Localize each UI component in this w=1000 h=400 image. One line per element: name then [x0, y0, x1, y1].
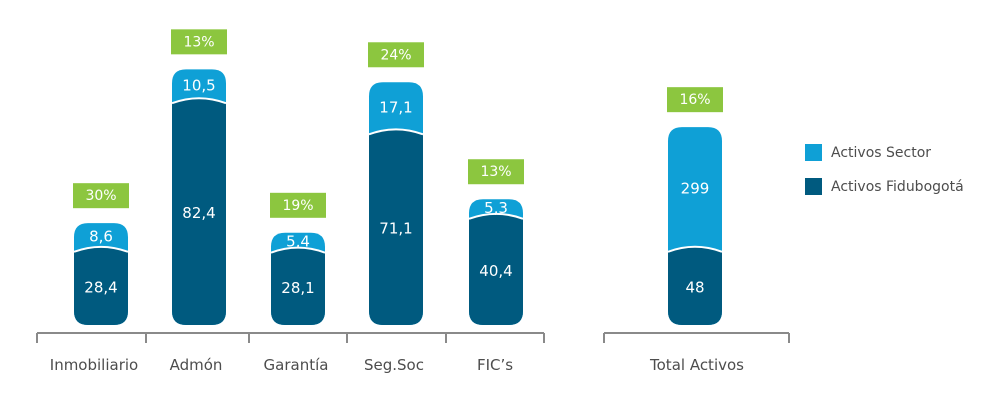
bar-fidubogota-4	[469, 213, 523, 325]
value-label-fidubogota-1: 82,4	[182, 204, 215, 222]
value-label-fidubogota-5: 48	[685, 278, 704, 296]
value-label-sector-3: 17,1	[379, 98, 412, 116]
percent-badge-1	[171, 29, 227, 55]
bar-fidubogota-3	[369, 129, 423, 325]
legend-swatch-sector	[805, 144, 822, 161]
percent-badge-3	[368, 42, 424, 68]
bar-fidubogota-2	[271, 247, 325, 325]
value-label-fidubogota-4: 40,4	[479, 262, 512, 280]
value-label-sector-5: 299	[681, 179, 710, 197]
value-label-sector-4: 5,3	[484, 199, 508, 217]
x-axis: Inmobiliario Admón Garantía Seg.Soc FIC’s Tot…	[36, 332, 790, 374]
bar-separator-3	[368, 128, 424, 136]
percent-badge-2	[270, 192, 326, 218]
category-label-5: Total Activos	[649, 356, 744, 374]
category-label-4: FIC’s	[477, 356, 513, 374]
bar-separator-4	[468, 212, 524, 220]
category-label-0: Inmobiliario	[50, 356, 138, 374]
legend-label-sector: Activos Sector	[831, 145, 931, 161]
category-label-1: Admón	[170, 356, 223, 374]
category-label-3: Seg.Soc	[364, 356, 424, 374]
legend-swatch-fidubogota	[805, 178, 822, 195]
bar-separator-5	[667, 245, 723, 253]
percent-badge-5	[667, 87, 723, 113]
percent-label-0: 30%	[85, 188, 116, 204]
percent-label-1: 13%	[183, 34, 214, 50]
value-label-sector-0: 8,6	[89, 228, 113, 246]
value-label-sector-2: 5,4	[286, 233, 310, 251]
legend-label-fidubogota: Activos Fidubogotá	[831, 179, 964, 195]
value-label-fidubogota-2: 28,1	[281, 279, 314, 297]
bars: 28,4 8,6 30% 82,4 10,5 13% 28,1 5,4 19% 71,1 17,1 2…	[73, 29, 723, 326]
percent-badge-0	[73, 183, 129, 209]
value-label-fidubogota-0: 28,4	[84, 278, 117, 296]
percent-label-3: 24%	[380, 47, 411, 63]
percent-badge-4	[468, 159, 524, 185]
category-label-2: Garantía	[264, 356, 329, 374]
value-label-sector-1: 10,5	[182, 76, 215, 94]
percent-label-2: 19%	[282, 198, 313, 214]
bar-fidubogota-1	[172, 98, 226, 325]
bar-fidubogota-5	[668, 246, 722, 325]
value-label-fidubogota-3: 71,1	[379, 220, 412, 238]
bar-separator-2	[270, 246, 326, 254]
bar-separator-0	[73, 245, 129, 253]
percent-label-4: 13%	[480, 164, 511, 180]
bar-fidubogota-0	[74, 246, 128, 325]
legend: Activos Sector Activos Fidubogotá	[805, 144, 964, 195]
bar-separator-1	[171, 97, 227, 105]
percent-label-5: 16%	[679, 92, 710, 108]
